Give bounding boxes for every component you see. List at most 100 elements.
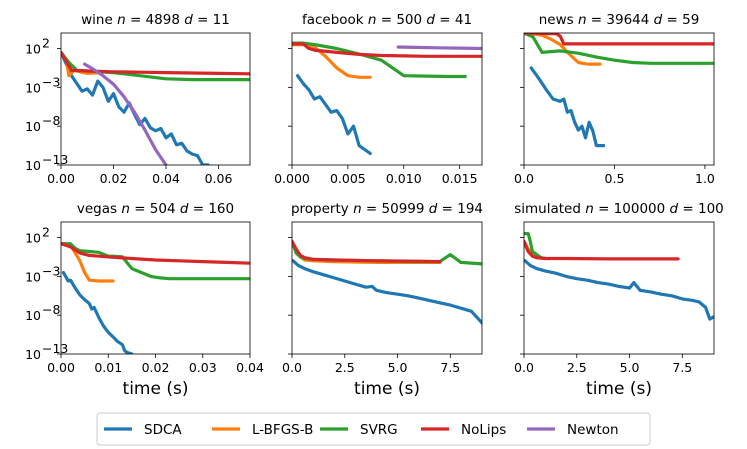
panel-2: 0.000 0.005 0.010 0.015 facebook n = 500 d =…: [274, 12, 483, 186]
y-tick-exponent: 2: [42, 225, 50, 240]
y-tick-exponent: −8: [42, 302, 60, 317]
x-tick-label: 0.04: [236, 360, 264, 375]
x-tick-label: 5.0: [620, 360, 640, 375]
series-group: [292, 41, 482, 155]
legend-label-newton: Newton: [567, 422, 619, 438]
y-tick-exponent: −3: [42, 74, 60, 89]
title-part: = 100: [678, 201, 724, 217]
axes-frame: [523, 32, 715, 166]
axes-frame: [291, 221, 483, 355]
title-part: d: [670, 201, 679, 217]
title-part: n: [117, 12, 126, 28]
y-tick-label: 10: [25, 269, 41, 284]
y-tick-exponent: −8: [42, 113, 60, 128]
y-tick-label: 10: [25, 231, 41, 246]
x-tick-label: 0.5: [605, 171, 625, 186]
panel-title: vegas n = 504 d = 160: [77, 201, 234, 217]
title-part: simulated: [514, 201, 585, 217]
series-l-bfgs-b-line: [292, 43, 372, 79]
series-nolips-line: [61, 242, 250, 265]
x-tick-label: 0.00: [47, 360, 75, 375]
y-tick-exponent: −13: [42, 341, 68, 356]
title-part: = 41: [435, 12, 472, 28]
legend-label-sdca: SDCA: [144, 422, 182, 438]
title-part: = 100000: [594, 201, 670, 217]
x-tick-label: 0.06: [205, 171, 233, 186]
series-group: [61, 242, 250, 354]
panel-title: wine n = 4898 d = 11: [81, 12, 230, 28]
x-tick-label: 0.0: [514, 171, 534, 186]
title-part: = 500: [376, 12, 426, 28]
series-group: [524, 33, 714, 148]
legend-label-svrg: SVRG: [360, 422, 398, 438]
x-tick-label: 0.005: [330, 171, 366, 186]
legend-label-l-bfgs-b: L-BFGS-B: [252, 422, 313, 438]
x-tick-label: 0.015: [442, 171, 478, 186]
series-sdca-line: [292, 259, 482, 325]
series-newton-line: [396, 45, 482, 51]
x-tick-label: 2.5: [567, 360, 587, 375]
axes-frame: [60, 221, 251, 355]
y-tick-exponent: −13: [42, 152, 68, 167]
x-tick-label: 1.0: [695, 171, 715, 186]
y-tick-label: 10: [25, 80, 41, 95]
panel-title: news n = 39644 d = 59: [539, 12, 700, 28]
x-tick-label: 2.5: [335, 360, 355, 375]
series-newton-line: [83, 62, 168, 165]
series-nolips-line: [292, 42, 482, 58]
series-svrg-line: [61, 50, 250, 82]
axes-frame: [523, 221, 715, 355]
title-part: d: [180, 201, 189, 217]
title-part: = 194: [437, 201, 483, 217]
x-axis-label: time (s): [123, 379, 189, 399]
title-part: n: [578, 12, 587, 28]
x-tick-label: 0.02: [142, 360, 170, 375]
x-tick-label: 0.0: [514, 360, 534, 375]
series-svrg-line: [524, 33, 714, 65]
title-part: news: [539, 12, 578, 28]
title-part: wine: [81, 12, 117, 28]
panel-title: simulated n = 100000 d = 100: [514, 201, 724, 217]
title-part: = 160: [188, 201, 234, 217]
series-nolips-line: [524, 33, 714, 46]
y-tick-label: 10: [25, 42, 41, 57]
series-l-bfgs-b-line: [61, 242, 115, 283]
panel-title: property n = 50999 d = 194: [291, 201, 483, 217]
x-tick-label: 7.5: [672, 360, 692, 375]
x-tick-label: 0.0: [282, 360, 302, 375]
title-part: n: [585, 201, 594, 217]
legend: SDCA L-BFGS-B SVRG NoLips Newton: [96, 412, 651, 446]
panel-title: facebook n = 500 d = 41: [302, 12, 472, 28]
series-sdca-line: [524, 259, 714, 321]
axes-frame: [291, 32, 483, 166]
title-part: d: [184, 12, 193, 28]
x-tick-label: 0.03: [189, 360, 217, 375]
legend-label-nolips: NoLips: [461, 422, 506, 438]
title-part: = 11: [193, 12, 230, 28]
series-nolips-line: [524, 239, 680, 261]
x-tick-label: 5.0: [388, 360, 408, 375]
panel-3: 0.0 0.5 1.0 news n = 39644 d = 59: [514, 12, 715, 186]
x-tick-label: 0.000: [274, 171, 310, 186]
title-part: d: [429, 201, 438, 217]
y-tick-label: 10: [25, 308, 41, 323]
title-part: = 504: [130, 201, 180, 217]
title-part: = 50999: [362, 201, 429, 217]
y-tick-label: 10: [25, 347, 41, 362]
series-svrg-line: [292, 41, 467, 79]
axes-frame: [60, 32, 251, 166]
panel-5: 0.0 2.5 5.0 7.5 property n = 50999 d = 194 ti…: [282, 201, 483, 399]
y-tick-label: 10: [25, 158, 41, 173]
x-axis-label: time (s): [354, 379, 420, 399]
x-tick-label: 7.5: [440, 360, 460, 375]
series-sdca-line: [529, 66, 606, 148]
title-part: vegas: [77, 201, 121, 217]
panel-6: 0.0 2.5 5.0 7.5 simulated n = 100000 d = 100…: [514, 201, 724, 399]
x-tick-label: 0.02: [100, 171, 128, 186]
series-sdca-line: [296, 74, 372, 155]
title-part: d: [654, 12, 663, 28]
x-tick-label: 0.00: [47, 171, 75, 186]
